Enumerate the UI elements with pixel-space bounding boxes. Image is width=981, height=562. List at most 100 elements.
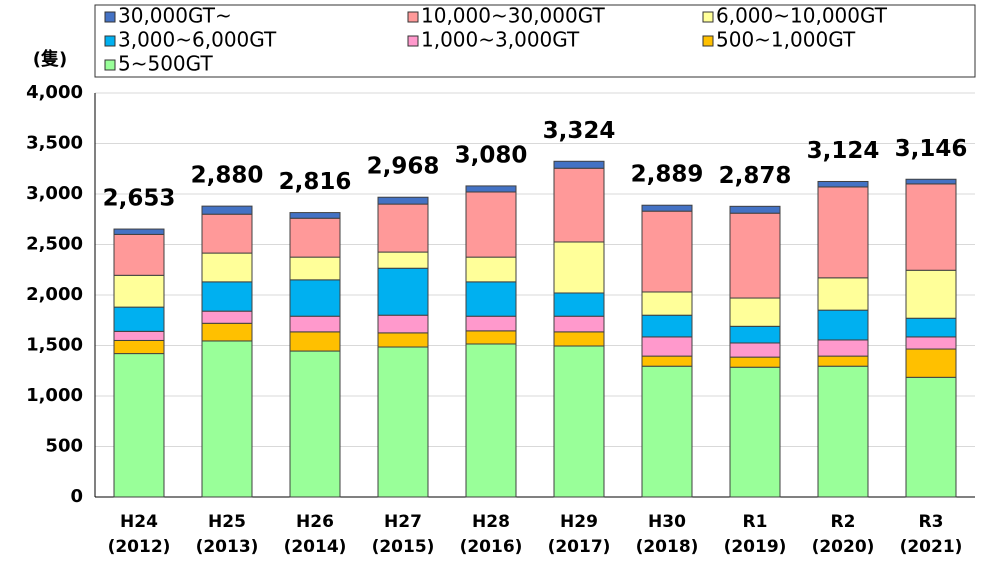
x-tick-label: R1 [743, 512, 768, 532]
total-label: 3,146 [895, 136, 968, 162]
legend-swatch [104, 35, 116, 47]
bar-segment [905, 336, 957, 350]
y-tick-label: 2,500 [26, 234, 83, 255]
bar-segment [641, 210, 693, 293]
total-label: 2,816 [279, 169, 352, 195]
legend-box [94, 4, 976, 78]
total-label: 2,878 [719, 163, 792, 189]
bar-segment [641, 365, 693, 498]
bar-segment [289, 331, 341, 352]
bar-segment [817, 365, 869, 498]
bar-segment [113, 353, 165, 498]
bar-segment [641, 314, 693, 338]
bar-segment [113, 330, 165, 341]
x-tick-label: R2 [831, 512, 856, 532]
total-label: 2,889 [631, 162, 704, 188]
legend-label: 5~500GT [118, 52, 213, 76]
x-tick-label: H24 [120, 512, 158, 532]
bar-segment [465, 185, 517, 193]
x-tick-label: H29 [560, 512, 598, 532]
bar-segment [729, 212, 781, 299]
legend-swatch [702, 35, 714, 47]
legend-label: 3,000~6,000GT [118, 28, 277, 52]
x-tick-label: H25 [208, 512, 246, 532]
y-axis-label: (隻) [33, 48, 67, 70]
x-tick-year: (2020) [812, 537, 875, 557]
total-label: 2,653 [103, 186, 176, 212]
total-label: 3,324 [543, 118, 616, 144]
bar-segment [641, 336, 693, 357]
bar-segment [465, 191, 517, 258]
bar-segment [817, 339, 869, 357]
x-tick-label: H26 [296, 512, 334, 532]
bar-segment [465, 315, 517, 332]
bar-segment [905, 348, 957, 378]
bar-segment [377, 196, 429, 205]
x-tick-year: (2018) [636, 537, 699, 557]
bar-segment [201, 205, 253, 215]
bar-segment [113, 306, 165, 332]
legend-swatch [407, 11, 419, 23]
x-tick-year: (2021) [900, 537, 963, 557]
bar-segment [905, 376, 957, 498]
bar-segment [817, 355, 869, 367]
legend-swatch [407, 35, 419, 47]
bar-segment [113, 228, 165, 235]
bar-segment [113, 233, 165, 276]
x-tick-label: H28 [472, 512, 510, 532]
bar-segment [377, 251, 429, 269]
bar-segment [553, 292, 605, 317]
bar-segment [113, 274, 165, 308]
bar-segment [289, 350, 341, 498]
x-tick-year: (2019) [724, 537, 787, 557]
bar-segment [553, 331, 605, 347]
x-tick-label: H27 [384, 512, 422, 532]
bar-segment [289, 212, 341, 219]
bar-segment [201, 340, 253, 498]
bar-segment [905, 178, 957, 185]
total-label: 2,968 [367, 154, 440, 180]
bar-segment [377, 203, 429, 253]
y-tick-label: 1,000 [26, 385, 83, 406]
bar-segment [465, 343, 517, 498]
total-label: 2,880 [191, 163, 264, 189]
x-tick-year: (2012) [108, 537, 171, 557]
x-tick-year: (2017) [548, 537, 611, 557]
legend-label: 1,000~3,000GT [421, 28, 580, 52]
bar-segment [905, 269, 957, 319]
bar-segment [729, 325, 781, 344]
y-tick-label: 2,000 [26, 284, 83, 305]
bar-segment [817, 309, 869, 341]
bar-segment [377, 346, 429, 498]
bar-segment [377, 332, 429, 348]
bar-segment [201, 281, 253, 312]
bar-segment [465, 281, 517, 317]
x-tick-year: (2015) [372, 537, 435, 557]
x-tick-year: (2016) [460, 537, 523, 557]
bar-segment [729, 205, 781, 214]
bar-segment [201, 310, 253, 324]
x-tick-year: (2013) [196, 537, 259, 557]
bar-segment [465, 256, 517, 283]
x-tick-year: (2014) [284, 537, 347, 557]
legend-swatch [104, 11, 116, 23]
legend-swatch [702, 11, 714, 23]
bar-segment [553, 160, 605, 169]
bar-segment [817, 277, 869, 311]
bar-segment [553, 315, 605, 333]
y-tick-label: 3,000 [26, 183, 83, 204]
x-tick-label: H30 [648, 512, 686, 532]
bar-segment [817, 180, 869, 188]
bar-segment [553, 167, 605, 243]
bar-segment [729, 297, 781, 327]
bar-segment [465, 330, 517, 345]
bar-segment [641, 355, 693, 367]
legend-label: 10,000~30,000GT [421, 4, 606, 28]
y-tick-label: 500 [45, 436, 83, 457]
y-tick-label: 4,000 [26, 82, 83, 103]
y-tick-label: 0 [70, 486, 83, 507]
bar-segment [553, 345, 605, 498]
bar-segment [201, 252, 253, 283]
y-tick-label: 1,500 [26, 335, 83, 356]
